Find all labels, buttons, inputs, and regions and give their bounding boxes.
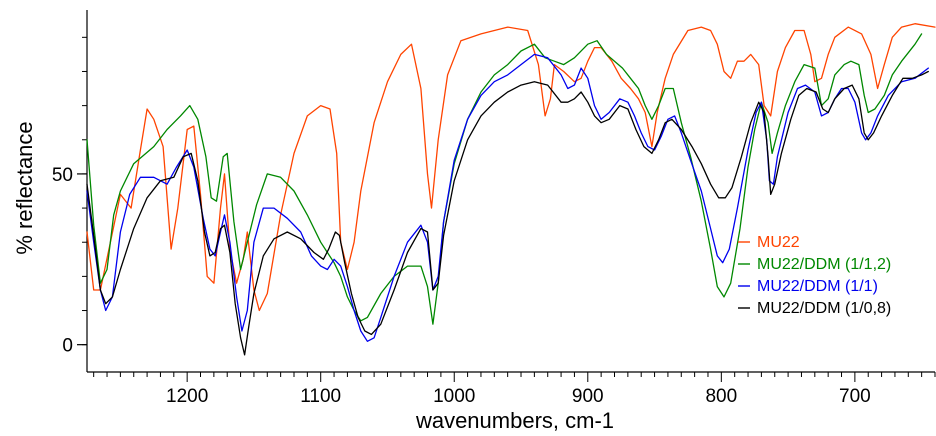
legend-label: MU22/DDM (1/1) xyxy=(757,278,878,295)
axes: 0 50 1200 1100 1000 900 800 700 xyxy=(52,10,936,407)
legend: MU22 MU22/DDM (1/1,2) MU22/DDM (1/1) MU22/D… xyxy=(738,234,891,317)
x-tick-label: 800 xyxy=(705,386,737,407)
series-line-2 xyxy=(86,33,923,325)
x-axis-label: wavenumbers, cm-1 xyxy=(415,408,614,433)
x-tick-label: 1100 xyxy=(300,386,341,407)
series-line-4 xyxy=(86,70,929,356)
series-line-1 xyxy=(86,23,936,312)
legend-label: MU22/DDM (1/0,8) xyxy=(757,300,891,317)
x-tick-label: 1200 xyxy=(166,386,208,407)
series-line-3 xyxy=(86,53,929,342)
y-axis-label: % reflectance xyxy=(12,121,37,254)
series-layer xyxy=(86,23,936,356)
legend-label: MU22/DDM (1/1,2) xyxy=(757,256,891,273)
y-tick-label: 0 xyxy=(62,336,73,357)
legend-label: MU22 xyxy=(757,234,800,251)
y-tick-label: 50 xyxy=(52,165,73,186)
x-tick-label: 900 xyxy=(572,386,604,407)
x-tick-label: 700 xyxy=(839,386,871,407)
x-tick-label: 1000 xyxy=(433,386,475,407)
